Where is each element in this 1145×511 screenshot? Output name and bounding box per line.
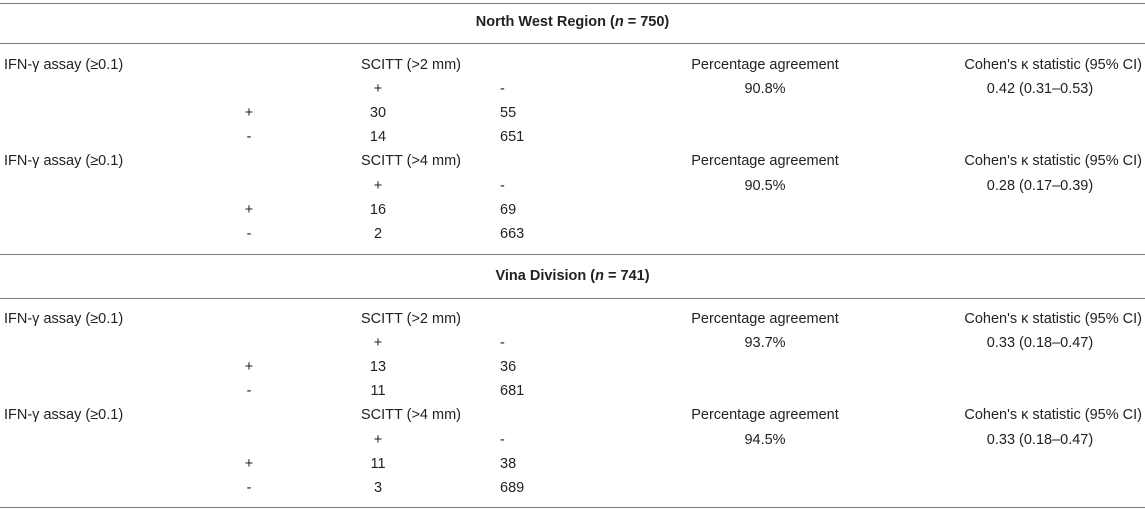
- table-cell: 38: [500, 456, 517, 472]
- scitt-positive-column: +: [373, 178, 383, 194]
- table-cell: 3: [373, 480, 383, 496]
- scitt-negative-column: -: [500, 335, 505, 351]
- section-rule: [0, 254, 1145, 255]
- kappa-value: 0.42 (0.31–0.53): [986, 81, 1094, 97]
- assay-label: IFN-γ assay (≥0.1): [4, 153, 124, 169]
- table-cell: 14: [369, 129, 387, 145]
- kappa-header: Cohen's κ statistic (95% CI): [964, 407, 1142, 423]
- percentage-agreement-header: Percentage agreement: [691, 57, 839, 73]
- table-cell: 663: [500, 226, 525, 242]
- table-cell: 2: [373, 226, 383, 242]
- percentage-agreement-header: Percentage agreement: [691, 407, 839, 423]
- assay-label: IFN-γ assay (≥0.1): [4, 311, 124, 327]
- table-cell: 13: [369, 359, 387, 375]
- section-title-north-west-region: North West Region (n = 750): [475, 14, 670, 30]
- kappa-header: Cohen's κ statistic (95% CI): [964, 57, 1142, 73]
- assay-negative-row-label: -: [246, 383, 252, 399]
- assay-positive-row-label: +: [244, 456, 254, 472]
- top-rule: [0, 3, 1145, 4]
- scitt-positive-column: +: [373, 81, 383, 97]
- kappa-value: 0.33 (0.18–0.47): [986, 432, 1094, 448]
- scitt-negative-column: -: [500, 178, 505, 194]
- percentage-agreement-header: Percentage agreement: [691, 153, 839, 169]
- assay-label: IFN-γ assay (≥0.1): [4, 407, 124, 423]
- table-cell: 651: [500, 129, 525, 145]
- section-title-vina-division: Vina Division (n = 741): [495, 268, 650, 284]
- bottom-rule: [0, 507, 1145, 508]
- assay-negative-row-label: -: [246, 129, 252, 145]
- table-cell: 11: [370, 383, 386, 399]
- assay-positive-row-label: +: [244, 105, 254, 121]
- kappa-header: Cohen's κ statistic (95% CI): [964, 153, 1142, 169]
- scitt-positive-column: +: [373, 335, 383, 351]
- table-cell: 689: [500, 480, 525, 496]
- scitt-label: SCITT (>2 mm): [360, 57, 462, 73]
- scitt-label: SCITT (>4 mm): [360, 153, 462, 169]
- assay-positive-row-label: +: [244, 202, 254, 218]
- assay-label: IFN-γ assay (≥0.1): [4, 57, 124, 73]
- percentage-agreement-header: Percentage agreement: [691, 311, 839, 327]
- scitt-positive-column: +: [373, 432, 383, 448]
- table-cell: 55: [500, 105, 517, 121]
- section-rule: [0, 43, 1145, 44]
- percentage-agreement-value: 90.8%: [744, 81, 786, 97]
- kappa-value: 0.33 (0.18–0.47): [986, 335, 1094, 351]
- percentage-agreement-value: 90.5%: [744, 178, 786, 194]
- assay-negative-row-label: -: [246, 226, 252, 242]
- kappa-value: 0.28 (0.17–0.39): [986, 178, 1094, 194]
- table-cell: 30: [369, 105, 387, 121]
- percentage-agreement-value: 94.5%: [744, 432, 786, 448]
- assay-positive-row-label: +: [244, 359, 254, 375]
- section-rule: [0, 298, 1145, 299]
- kappa-header: Cohen's κ statistic (95% CI): [964, 311, 1142, 327]
- scitt-label: SCITT (>2 mm): [360, 311, 462, 327]
- percentage-agreement-value: 93.7%: [744, 335, 786, 351]
- table-cell: 11: [370, 456, 386, 472]
- scitt-label: SCITT (>4 mm): [360, 407, 462, 423]
- table-cell: 36: [500, 359, 517, 375]
- table-cell: 16: [369, 202, 387, 218]
- scitt-negative-column: -: [500, 81, 505, 97]
- table-cell: 681: [500, 383, 525, 399]
- assay-negative-row-label: -: [246, 480, 252, 496]
- scitt-negative-column: -: [500, 432, 505, 448]
- table-cell: 69: [500, 202, 517, 218]
